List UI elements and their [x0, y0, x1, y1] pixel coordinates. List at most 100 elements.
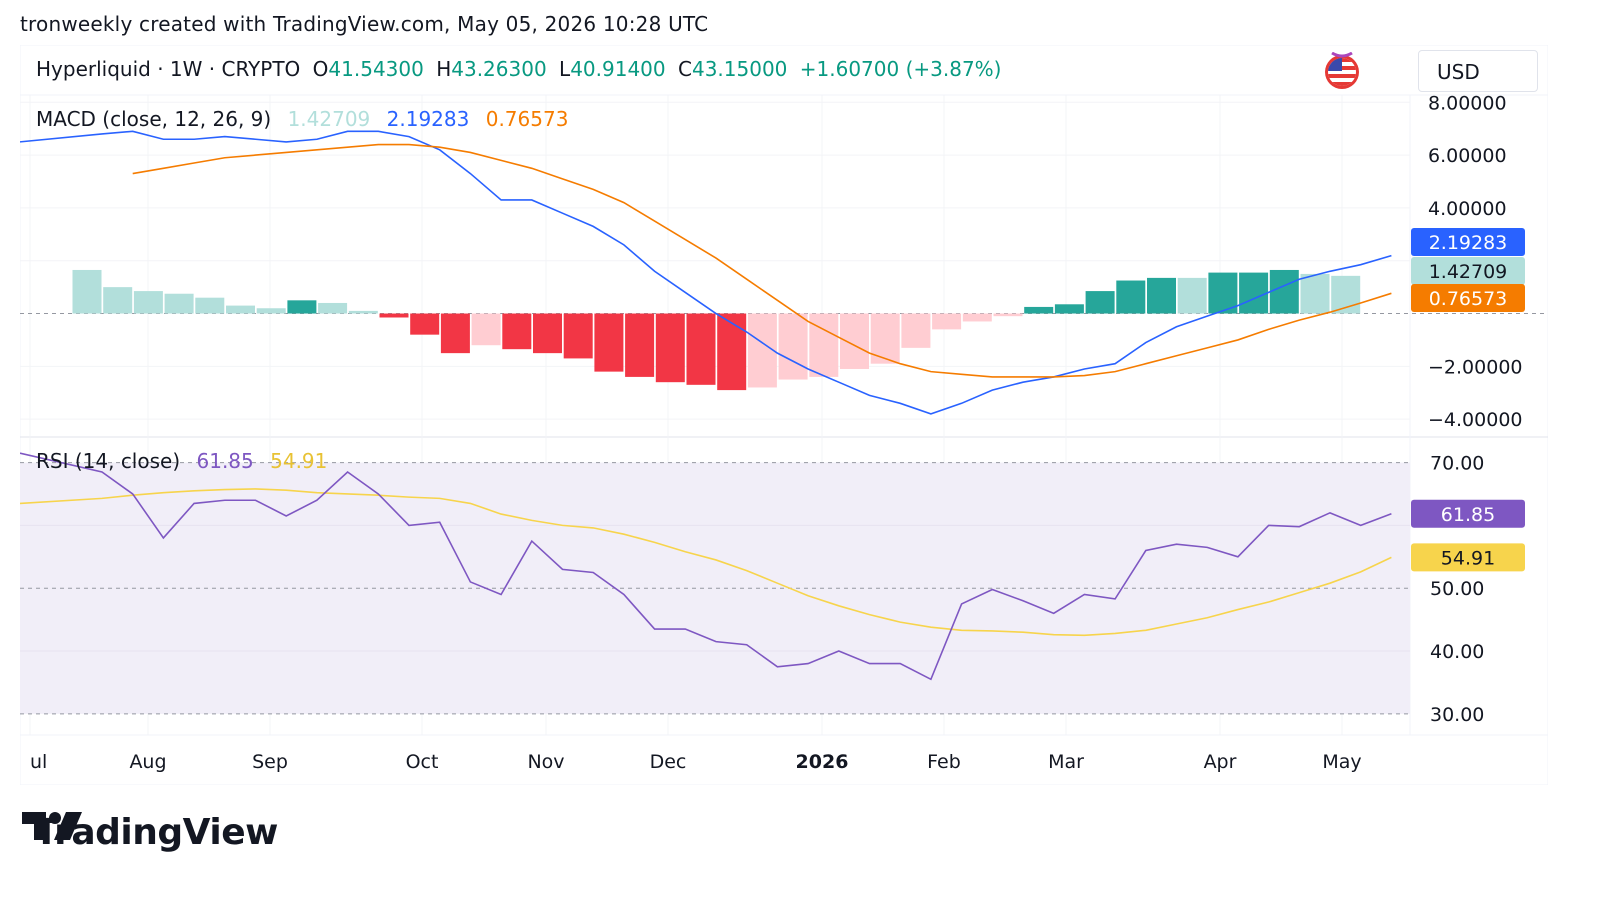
time-axis-label: Aug: [129, 751, 166, 773]
time-axis-label: Dec: [650, 751, 687, 773]
macd-signal-line: [132, 143, 1392, 378]
rsi-title: RSI (14, close): [36, 449, 181, 473]
macd-histogram-bar: [1085, 291, 1115, 314]
time-axis-label: May: [1322, 751, 1361, 773]
macd-histogram-bar: [533, 313, 562, 354]
macd-histogram-bar: [563, 313, 593, 359]
macd-histogram-bar: [287, 300, 317, 314]
rsi-y-tick-label: 50.00: [1430, 578, 1484, 600]
macd-y-tick-label: 4.00000: [1428, 198, 1507, 220]
low-label: L: [559, 57, 571, 81]
rsi-ma-value: 54.91: [270, 449, 328, 473]
rsi-ma-price-tag-bg: [1411, 543, 1525, 572]
macd-legend[interactable]: MACD (close, 12, 26, 9) 1.42709 2.19283 …: [36, 107, 578, 131]
macd-hist-value: 1.42709: [287, 107, 371, 131]
time-axis-label: Oct: [406, 751, 439, 773]
macd-histogram-bar: [103, 287, 133, 314]
high-value: 43.26300: [451, 57, 547, 81]
macd-histogram-bar: [594, 313, 624, 372]
macd-histogram-bar: [1177, 277, 1207, 314]
macd-histogram-bar: [1147, 277, 1176, 314]
macd-histogram-bar: [625, 313, 655, 377]
macd-y-tick-label: 8.00000: [1428, 92, 1507, 114]
rsi-band: [20, 462, 1410, 714]
chart-frame[interactable]: 8.00000 6.00000 4.00000 −2.00000 −4.00000 70.…: [20, 45, 1548, 785]
macd-histogram-bar: [809, 313, 839, 377]
rsi-legend[interactable]: RSI (14, close) 61.85 54.91: [36, 449, 337, 473]
open-label: O: [312, 57, 329, 81]
macd-histogram-bar: [195, 297, 225, 314]
rsi-y-tick-label: 70.00: [1430, 453, 1484, 475]
macd-line: [20, 130, 1392, 415]
macd-signal-price-tag-text: 0.76573: [1429, 288, 1508, 310]
macd-histogram-bar: [993, 313, 1023, 317]
tradingview-logo: TradingView: [22, 812, 278, 853]
macd-histogram-bar: [502, 313, 532, 350]
macd-histogram-bar: [1300, 273, 1330, 314]
macd-histogram-bar: [133, 291, 163, 314]
macd-price-tag: 2.19283: [1411, 228, 1525, 256]
rsi-price-tag-text: 61.85: [1441, 504, 1495, 526]
rsi-price-tag-bg: [1411, 499, 1525, 528]
macd-histogram-bar: [440, 313, 470, 354]
close-value: 43.15000: [691, 57, 788, 81]
rsi-price-tag: 61.85: [1411, 499, 1525, 528]
chart-credit: tronweekly created with TradingView.com,…: [20, 12, 709, 36]
macd-histogram-bar: [1024, 306, 1054, 314]
symbol-info: Hyperliquid · 1W · CRYPTO: [36, 57, 301, 81]
macd-signal-price-tag: 0.76573: [1411, 284, 1525, 312]
macd-histogram-bar: [778, 313, 808, 380]
high-label: H: [436, 57, 452, 81]
macd-histogram-bar: [686, 313, 716, 385]
macd-y-tick-label: 6.00000: [1428, 145, 1507, 167]
macd-histogram-bar: [471, 313, 501, 346]
macd-signal-value: 0.76573: [485, 107, 569, 131]
rsi-value: 61.85: [196, 449, 254, 473]
macd-histogram-bar: [1054, 304, 1084, 314]
macd-histogram-bar: [72, 269, 102, 314]
macd-histogram-bar: [348, 310, 378, 314]
macd-histogram-bar: [1116, 280, 1146, 314]
macd-histogram-bar: [318, 302, 348, 314]
tradingview-logo-icon: [22, 812, 82, 840]
macd-histogram-bar: [932, 313, 962, 330]
macd-histogram-bar: [717, 313, 747, 391]
macd-histogram-bar: [962, 313, 992, 322]
rsi-y-tick-label: 30.00: [1430, 704, 1484, 726]
macd-histogram-bar: [840, 313, 869, 369]
time-axis-label: Mar: [1048, 751, 1084, 773]
macd-histogram-bar: [256, 308, 286, 314]
time-axis-label: Feb: [927, 751, 961, 773]
macd-signal-price-tag-bg: [1411, 284, 1525, 312]
macd-y-tick-label: −4.00000: [1428, 409, 1523, 431]
us-flag-icon[interactable]: [1320, 52, 1364, 90]
time-axis-label: Sep: [252, 751, 288, 773]
macd-histogram-bar: [870, 313, 900, 364]
macd-price-tag-bg: [1411, 228, 1525, 256]
macd-histogram-bar: [747, 313, 777, 388]
close-label: C: [678, 57, 692, 81]
macd-hist-price-tag-bg: [1411, 257, 1525, 285]
macd-histogram-bar: [1239, 272, 1269, 314]
rsi-y-tick-label: 40.00: [1430, 641, 1484, 663]
symbol-header: Hyperliquid · 1W · CRYPTO O41.54300 H43.…: [36, 57, 1007, 81]
macd-histogram-bar: [901, 313, 931, 348]
macd-title: MACD (close, 12, 26, 9): [36, 107, 272, 131]
macd-histogram-bar: [379, 313, 409, 318]
macd-histogram-bar: [655, 313, 685, 383]
macd-histogram-bar: [226, 305, 255, 314]
time-axis-label: Apr: [1204, 751, 1237, 773]
currency-selector[interactable]: USD: [1418, 50, 1538, 92]
rsi-ma-price-tag-text: 54.91: [1441, 547, 1495, 569]
macd-y-tick-label: −2.00000: [1428, 356, 1523, 378]
open-value: 41.54300: [328, 57, 424, 81]
macd-hist-price-tag-text: 1.42709: [1429, 261, 1508, 283]
low-value: 40.91400: [570, 57, 666, 81]
rsi-line: [20, 452, 1392, 681]
macd-histogram-bar: [164, 293, 194, 314]
change-value: +1.60700 (+3.87%): [799, 57, 1002, 81]
rsi-ma-price-tag: 54.91: [1411, 543, 1525, 572]
chart-canvas[interactable]: 8.00000 6.00000 4.00000 −2.00000 −4.00000 70.…: [20, 45, 1548, 785]
time-axis-label: ul: [30, 751, 47, 773]
macd-histogram-bar: [1269, 269, 1299, 314]
